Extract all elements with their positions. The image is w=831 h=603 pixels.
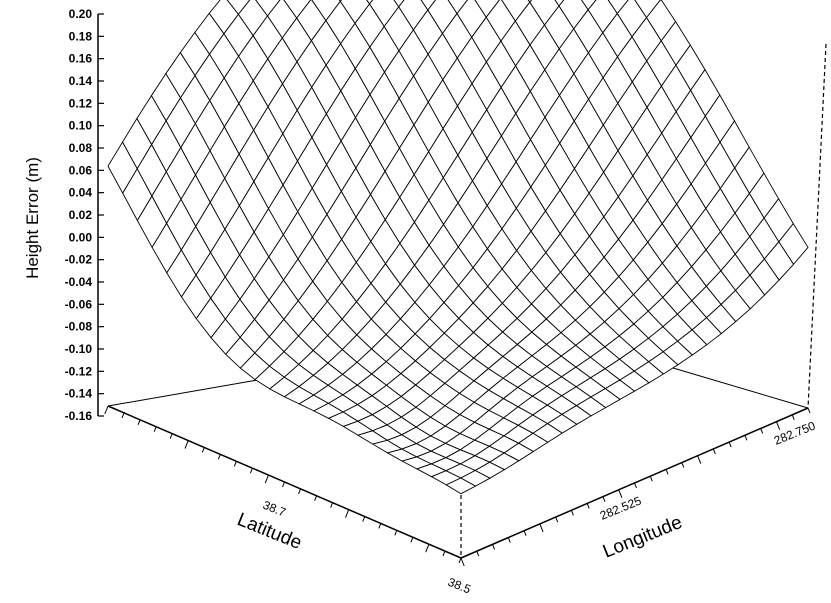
latitude-tick	[442, 550, 446, 557]
z-tick-label: 0.00	[69, 230, 93, 244]
longitude-tick	[602, 496, 606, 502]
latitude-tick	[264, 474, 269, 484]
longitude-tick	[807, 407, 811, 414]
longitude-tick	[712, 448, 716, 455]
latitude-tick	[201, 447, 205, 453]
longitude-tick	[460, 557, 465, 567]
longitude-tick-282-750: 282.750	[772, 418, 818, 447]
longitude-tick	[760, 428, 764, 434]
latitude-tick	[104, 405, 109, 415]
latitude-tick	[410, 537, 414, 543]
z-tick-label: 0.14	[69, 74, 93, 88]
z-tick-label: -0.04	[65, 275, 93, 289]
z-tick-label: -0.06	[65, 297, 93, 311]
longitude-tick	[728, 441, 732, 448]
z-tick-label: -0.10	[65, 342, 93, 356]
latitude-tick	[249, 467, 253, 474]
longitude-tick	[681, 462, 685, 468]
latitude-tick	[458, 557, 462, 564]
latitude-tick	[345, 509, 350, 518]
z-tick-label: 0.04	[69, 186, 93, 200]
longitude-tick	[775, 421, 781, 430]
latitude-tick-38-5: 38.5	[446, 575, 473, 597]
z-tick-label: 0.12	[69, 96, 93, 110]
mesh-cell	[445, 477, 477, 495]
latitude-tick	[425, 543, 430, 553]
z-tick-label: 0.08	[69, 141, 93, 155]
corner-line-right	[807, 43, 827, 409]
z-tick-label: -0.02	[65, 253, 93, 267]
mesh-cell	[393, 0, 405, 8]
z-axis-title: Height Error (m)	[23, 157, 42, 279]
latitude-tick	[378, 523, 382, 529]
longitude-tick	[586, 503, 590, 509]
mesh-cell	[366, 0, 374, 5]
longitude-tick	[539, 523, 544, 533]
latitude-tick	[233, 461, 237, 467]
longitude-tick	[618, 489, 623, 499]
z-tick-label: 0.16	[69, 52, 93, 66]
longitude-tick	[634, 482, 637, 489]
latitude-tick	[169, 433, 173, 439]
z-tick-label: 0.06	[69, 163, 93, 177]
z-tick-label: 0.20	[69, 7, 93, 21]
latitude-tick	[362, 516, 366, 522]
latitude-tick	[314, 495, 318, 502]
longitude-tick	[791, 414, 795, 421]
longitude-tick	[649, 475, 653, 482]
z-tick-label: 0.02	[69, 208, 93, 222]
longitude-axis-title: Longitude	[600, 512, 685, 563]
latitude-tick	[184, 440, 189, 449]
z-axis-tick-labels: 0.20 0.18 0.16 0.14 0.12 0.10 0.08 0.06 0.04 0.02…	[65, 7, 93, 423]
z-tick-label: -0.08	[65, 320, 93, 334]
latitude-tick	[394, 530, 398, 536]
longitude-tick	[492, 544, 496, 550]
longitude-tick	[523, 530, 527, 536]
z-tick-label: -0.16	[65, 409, 93, 423]
latitude-tick	[282, 481, 285, 488]
latitude-axis-title: Latitude	[234, 509, 305, 554]
z-tick-label: 0.10	[69, 119, 93, 133]
latitude-tick	[121, 412, 125, 419]
mesh-cell	[554, 0, 565, 7]
longitude-tick	[744, 435, 748, 441]
latitude-tick	[153, 426, 157, 432]
latitude-tick	[330, 502, 334, 508]
longitude-axis-ticks	[460, 407, 811, 567]
longitude-tick	[555, 516, 559, 523]
latitude-tick	[137, 419, 141, 426]
longitude-tick	[665, 469, 669, 475]
longitude-tick	[507, 537, 511, 543]
latitude-axis-ticks	[104, 405, 462, 564]
mesh-cell	[420, 0, 437, 11]
latitude-tick	[298, 488, 302, 495]
latitude-tick	[217, 454, 221, 460]
longitude-tick-282-525: 282.525	[598, 493, 644, 522]
longitude-tick	[570, 510, 574, 516]
z-tick-label: 0.18	[69, 29, 93, 43]
longitude-tick	[697, 455, 702, 464]
z-axis-ticks	[98, 13, 104, 417]
latitude-tick-38-7: 38.7	[261, 498, 288, 520]
z-tick-label: -0.12	[65, 364, 93, 378]
surface-mesh	[107, 0, 809, 495]
z-tick-label: -0.14	[65, 387, 93, 401]
mesh-cell	[580, 0, 597, 11]
longitude-tick	[476, 550, 480, 557]
